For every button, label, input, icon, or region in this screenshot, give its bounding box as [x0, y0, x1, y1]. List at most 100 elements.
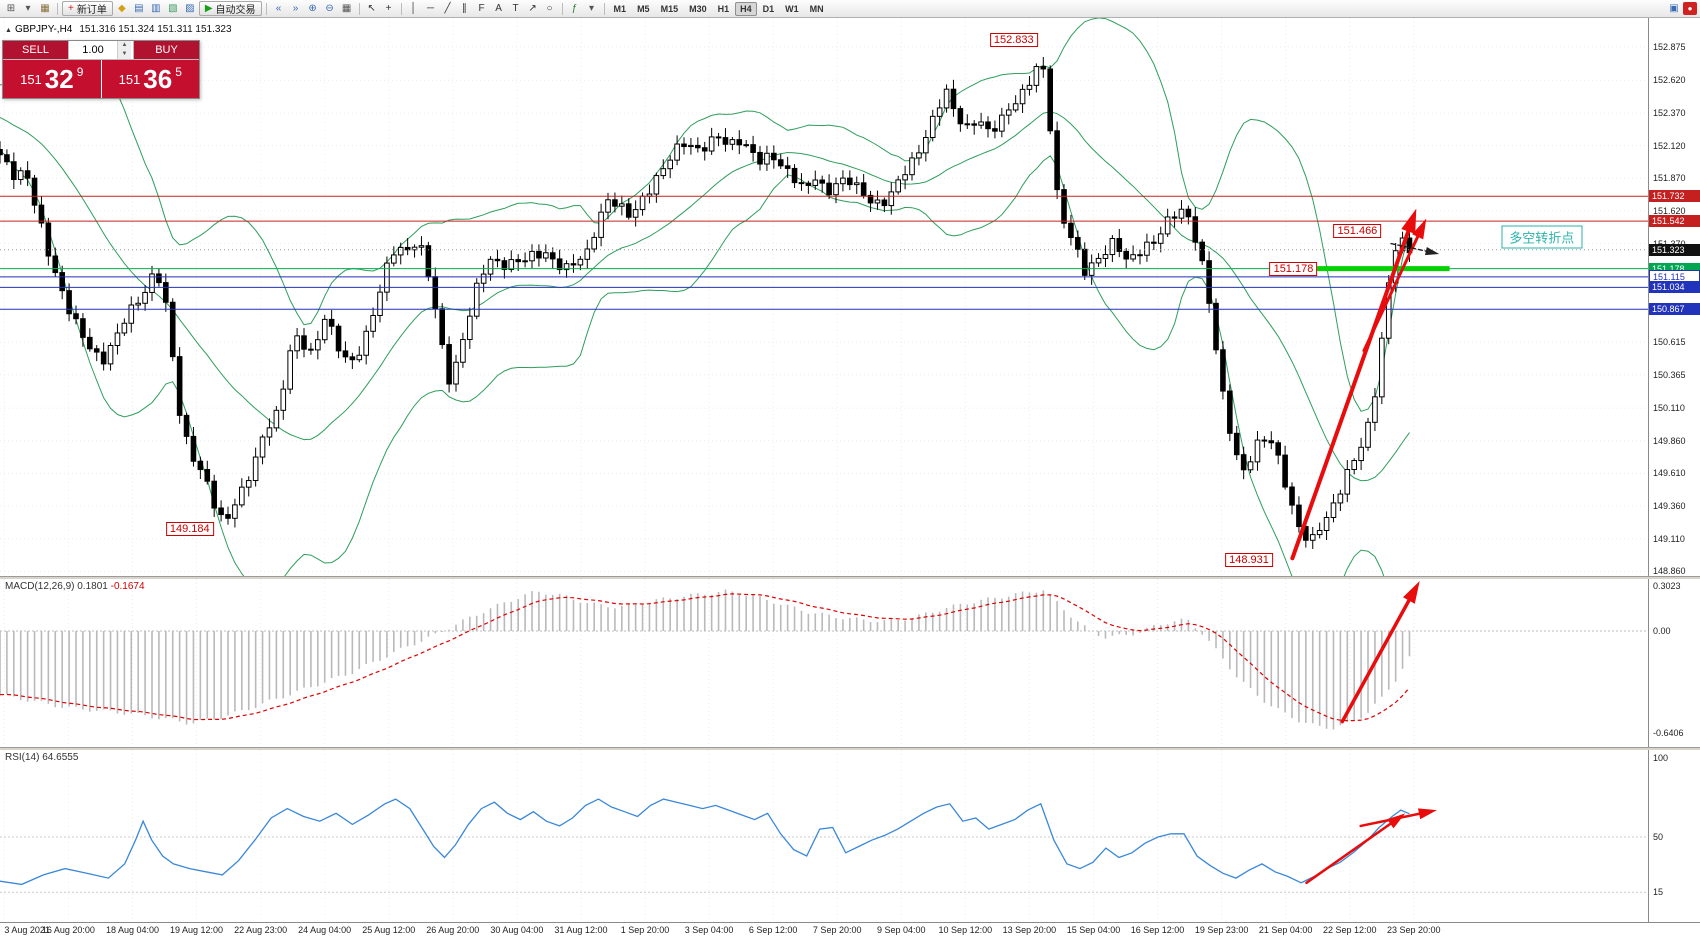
timeframe-m1-button[interactable]: M1 — [613, 3, 627, 14]
volume-input[interactable] — [69, 41, 117, 59]
volume-down-icon[interactable]: ▼ — [118, 50, 131, 59]
rsi-plot[interactable] — [0, 750, 1648, 922]
indicators-dropdown-icon[interactable]: ▾ — [584, 1, 600, 16]
time-label: 22 Sep 12:00 — [1322, 925, 1377, 935]
navigator-icon[interactable]: ▧ — [165, 1, 181, 16]
arrow-tool-icon[interactable]: ↗ — [525, 1, 541, 16]
auto-trading-button[interactable]: ▶ 自动交易 — [198, 1, 262, 16]
price-marker-151.323: 151.323 — [1649, 243, 1700, 256]
price-annotation[interactable]: 151.178 — [1269, 261, 1318, 276]
label-icon[interactable]: T — [508, 1, 524, 16]
indicators-icon[interactable]: ƒ — [567, 1, 583, 16]
price-tick: 152.875 — [1653, 42, 1686, 52]
time-label: 22 Aug 23:00 — [234, 925, 288, 935]
macd-panel[interactable]: MACD(12,26,9) 0.1801 -0.1674 0.3023 0.00 -… — [0, 579, 1700, 747]
oneclick-collapse-icon[interactable]: ▲ — [5, 27, 12, 34]
shapes-icon[interactable]: ○ — [542, 1, 558, 16]
price-annotation[interactable]: 151.466 — [1333, 224, 1382, 238]
price-tick: 150.110 — [1653, 403, 1685, 414]
zoom-out-icon[interactable]: ⊖ — [322, 1, 338, 16]
sell-button[interactable]: SELL — [3, 41, 68, 59]
new-chart-icon[interactable]: ⊞ — [3, 1, 19, 16]
sell-price-pips: 32 — [44, 64, 74, 94]
new-order-button[interactable]: + 新订单 — [62, 1, 113, 16]
zoom-in-icon[interactable]: ⊕ — [305, 1, 321, 16]
crosshair-icon[interactable]: + — [381, 1, 397, 16]
alerts-icon[interactable]: ◆ — [114, 1, 130, 16]
panel-divider[interactable] — [0, 747, 1700, 750]
timeframe-m5-button[interactable]: M5 — [637, 3, 650, 14]
tile-windows-icon[interactable]: ▦ — [339, 1, 355, 16]
vertical-line-icon[interactable]: │ — [406, 1, 422, 16]
macd-axis[interactable]: 0.3023 0.00 -0.6406 — [1648, 579, 1700, 747]
toolbar-separator — [561, 2, 563, 15]
price-tick: 151.870 — [1653, 173, 1686, 184]
cursor-icon[interactable]: ↖ — [364, 1, 380, 16]
timeframe-mn-button[interactable]: MN — [809, 3, 824, 14]
scroll-end-icon[interactable]: » — [288, 1, 304, 16]
price-tick: 151.370 — [1653, 239, 1686, 249]
timeframe-m30-button[interactable]: M30 — [689, 3, 707, 14]
text-icon[interactable]: A — [491, 1, 507, 16]
main-chart-panel[interactable]: ▲ GBPJPY-,H4 151.316 151.324 151.311 151.3… — [0, 18, 1700, 576]
scroll-start-icon[interactable]: « — [271, 1, 287, 16]
scroll-end-icon-glyph-icon: » — [292, 3, 299, 14]
time-label: 21 Sep 04:00 — [1258, 925, 1313, 935]
zoom-in-icon-glyph-icon: ⊕ — [308, 3, 317, 14]
macd-plot[interactable] — [0, 579, 1648, 747]
price-marker-150.867: 150.867 — [1649, 303, 1700, 316]
timeframe-h4-button[interactable]: H4 — [735, 1, 757, 16]
indicators-icon-glyph-icon: ƒ — [571, 3, 578, 14]
price-annotation[interactable]: 149.184 — [165, 522, 214, 537]
timeframe-d1-button[interactable]: D1 — [762, 3, 775, 14]
turning-point-note[interactable]: 多空转折点 — [1501, 225, 1583, 249]
market-watch-icon[interactable]: ▤ — [131, 1, 147, 16]
time-label: 10 Sep 12:00 — [938, 925, 993, 935]
community-icon[interactable]: ▣ — [1666, 1, 1682, 16]
rsi-axis[interactable]: 100 50 15 — [1648, 750, 1700, 922]
macd-tick: 0.3023 — [1653, 581, 1681, 591]
profiles-icon[interactable]: ▦ — [37, 1, 53, 16]
buy-button[interactable]: BUY — [134, 41, 199, 59]
buy-price[interactable]: 151 36 5 — [101, 60, 199, 98]
toolbar-separator — [603, 2, 605, 15]
price-marker-151.542: 151.542 — [1649, 215, 1700, 228]
main-chart-plot[interactable] — [0, 18, 1648, 576]
data-window-icon-glyph-icon: ▥ — [151, 3, 161, 14]
channel-icon[interactable]: ∥ — [457, 1, 473, 16]
auto-trading-glyph-icon: ▶ — [204, 3, 213, 14]
price-tick: 150.615 — [1653, 337, 1686, 348]
volume-up-icon[interactable]: ▲ — [118, 41, 131, 50]
time-label: 24 Aug 04:00 — [298, 925, 352, 935]
new-order-glyph-icon: + — [68, 3, 74, 14]
scroll-start-icon-glyph-icon: « — [275, 3, 282, 14]
horizontal-line-icon[interactable]: ─ — [423, 1, 439, 16]
time-axis[interactable]: 3 Aug 2021 16 Aug 20:00 18 Aug 04:00 19 Aug… — [0, 922, 1700, 936]
price-tick: 152.370 — [1653, 107, 1686, 118]
price-annotation[interactable]: 148.931 — [1225, 553, 1273, 568]
trendline-icon[interactable]: ╱ — [440, 1, 456, 16]
price-annotation[interactable]: 152.833 — [989, 32, 1038, 47]
data-window-icon[interactable]: ▥ — [148, 1, 164, 16]
fibonacci-icon[interactable]: F — [474, 1, 490, 16]
notifications-badge[interactable]: ● — [1683, 2, 1697, 15]
rsi-panel[interactable]: RSI(14) 64.6555 100 50 15 — [0, 750, 1700, 922]
chart-dropdown-icon[interactable]: ▾ — [20, 1, 36, 16]
panel-divider[interactable] — [0, 576, 1700, 579]
time-label: 19 Aug 12:00 — [170, 925, 224, 935]
price-tick: 148.860 — [1653, 566, 1686, 577]
horizontal-line-icon-glyph-icon: ─ — [427, 3, 435, 14]
chart-dropdown-icon-glyph-icon: ▾ — [25, 3, 31, 14]
buy-price-point: 5 — [175, 65, 182, 79]
crosshair-icon-glyph-icon: + — [385, 3, 392, 14]
timeframe-w1-button[interactable]: W1 — [785, 3, 799, 14]
toolbar-separator — [57, 2, 58, 15]
time-label: 9 Sep 04:00 — [876, 925, 926, 935]
time-label: 16 Sep 12:00 — [1130, 925, 1185, 935]
price-axis[interactable]: 152.875 152.620 152.370 152.120 151.870 151.6… — [1648, 18, 1700, 576]
timeframe-m15-button[interactable]: M15 — [660, 3, 679, 14]
sell-price[interactable]: 151 32 9 — [3, 60, 102, 98]
timeframe-h1-button[interactable]: H1 — [717, 3, 730, 14]
zoom-out-icon-glyph-icon: ⊖ — [325, 3, 334, 14]
terminal-icon[interactable]: ▨ — [182, 1, 198, 16]
